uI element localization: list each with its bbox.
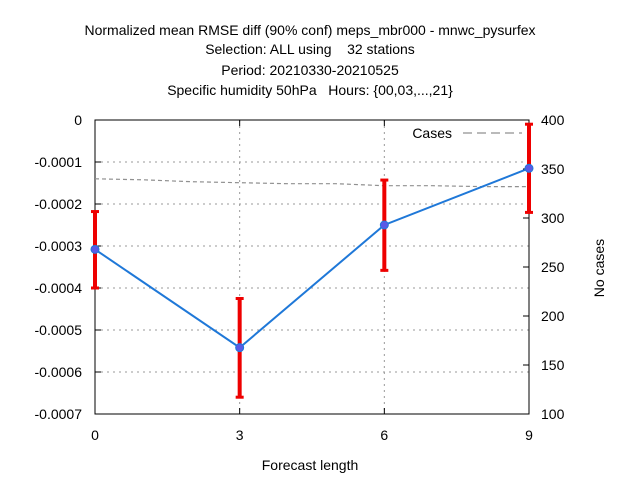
y2-tick-label: 150 — [541, 357, 565, 373]
y-tick-label: -0.0005 — [35, 322, 83, 338]
y-tick-label: -0.0003 — [35, 238, 83, 254]
x-axis-label: Forecast length — [262, 457, 359, 473]
y2-tick-label: 250 — [541, 259, 565, 275]
title-line: Normalized mean RMSE diff (90% conf) mep… — [84, 22, 535, 38]
y-tick-label: 0 — [74, 112, 82, 128]
ticks: 0 -0.0001 -0.0002 -0.0003 -0.0004 -0.0005 -0.0… — [35, 112, 565, 443]
y-tick-label: -0.0006 — [35, 364, 83, 380]
y2-axis-label: No cases — [591, 239, 607, 297]
x-tick-label: 9 — [525, 427, 533, 443]
x-tick-label: 6 — [380, 427, 388, 443]
title-line: Specific humidity 50hPa Hours: {00,03,..… — [167, 82, 453, 98]
data-point — [524, 163, 534, 173]
y2-tick-label: 300 — [541, 210, 565, 226]
y-tick-label: -0.0001 — [35, 154, 83, 170]
rmse-series — [90, 122, 534, 399]
series-line — [94, 167, 530, 349]
plot-frame — [94, 119, 530, 415]
y2-tick-label: 100 — [541, 406, 565, 422]
legend-label-cases: Cases — [412, 125, 452, 141]
y2-tick-label: 350 — [541, 161, 565, 177]
cases-line — [94, 178, 529, 188]
legend: Cases — [412, 125, 522, 141]
title-line: Selection: ALL using 32 stations — [205, 41, 415, 57]
x-tick-label: 3 — [236, 427, 244, 443]
data-point — [235, 343, 245, 353]
chart-title: Normalized mean RMSE diff (90% conf) mep… — [84, 22, 535, 98]
x-tick-label: 0 — [91, 427, 99, 443]
data-point — [379, 220, 389, 230]
grid — [95, 120, 529, 414]
y-tick-label: -0.0007 — [35, 406, 83, 422]
y-tick-label: -0.0002 — [35, 196, 83, 212]
title-line: Period: 20210330-20210525 — [221, 62, 399, 78]
cases-series — [94, 178, 529, 188]
y-tick-label: -0.0004 — [35, 280, 83, 296]
y2-tick-label: 400 — [541, 112, 565, 128]
data-point — [90, 244, 100, 254]
y2-tick-label: 200 — [541, 308, 565, 324]
